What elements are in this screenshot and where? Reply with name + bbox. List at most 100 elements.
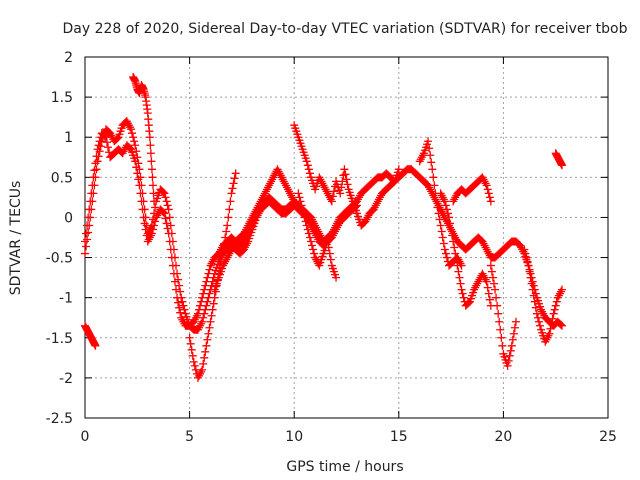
data-point [473, 279, 482, 288]
series-arc-g [290, 121, 403, 230]
data-point [478, 269, 487, 278]
data-point [557, 161, 566, 170]
data-point [168, 237, 177, 246]
data-point [449, 237, 458, 246]
data-point [253, 203, 262, 212]
data-point [267, 177, 276, 186]
data-point [252, 205, 261, 214]
data-point [534, 317, 543, 326]
data-point [294, 189, 303, 198]
x-tick-label: 15 [390, 429, 408, 445]
data-point [496, 325, 505, 334]
data-point [342, 175, 351, 184]
data-point [470, 285, 479, 294]
data-point [287, 191, 296, 200]
data-point [160, 209, 169, 218]
data-point [185, 333, 194, 342]
data-point [193, 373, 202, 382]
data-point [439, 239, 448, 248]
data-point [242, 241, 251, 250]
data-point [373, 197, 382, 206]
data-point [524, 261, 533, 270]
data-point [426, 151, 435, 160]
data-point [557, 321, 566, 330]
data-point [147, 165, 156, 174]
data-point [172, 261, 181, 270]
x-tick-label: 20 [494, 429, 512, 445]
data-point [231, 169, 240, 178]
data-point [430, 181, 439, 190]
data-point [251, 207, 260, 216]
data-point [315, 173, 324, 182]
data-point [113, 134, 122, 143]
data-point [427, 158, 436, 167]
data-point [424, 137, 433, 146]
data-point [415, 157, 424, 166]
data-point [341, 170, 350, 179]
data-point [541, 337, 550, 346]
data-point [440, 197, 449, 206]
data-point [161, 214, 170, 223]
data-point [84, 228, 93, 237]
data-point [146, 149, 155, 158]
series-arc-d [81, 321, 100, 350]
data-point [150, 209, 159, 218]
data-point [245, 219, 254, 228]
data-point [312, 231, 321, 240]
data-point [332, 225, 341, 234]
data-point [543, 333, 552, 342]
series-arc-m [520, 245, 566, 346]
data-point [198, 365, 207, 374]
data-point [445, 221, 454, 230]
data-point [511, 317, 520, 326]
x-tick-label: 5 [185, 429, 194, 445]
data-point [552, 297, 561, 306]
data-point [148, 215, 157, 224]
data-point [122, 117, 131, 126]
data-point [450, 195, 459, 204]
data-point [162, 219, 171, 228]
series-arc-f [210, 165, 299, 294]
data-point [88, 197, 97, 206]
data-point [532, 309, 541, 318]
data-point [428, 165, 437, 174]
data-point [369, 205, 378, 214]
data-point [254, 201, 263, 210]
data-point [441, 201, 450, 210]
data-point [175, 303, 184, 312]
data-point [456, 279, 465, 288]
data-point [90, 166, 99, 175]
data-point [222, 255, 231, 264]
data-point [174, 275, 183, 284]
series-arc-b [81, 117, 361, 334]
data-point [438, 193, 447, 202]
data-point [450, 243, 459, 252]
data-point [204, 329, 213, 338]
data-point [160, 189, 169, 198]
y-tick-label: 1 [64, 130, 73, 146]
data-point [557, 285, 566, 294]
data-point [427, 187, 436, 196]
data-point [328, 231, 337, 240]
data-point [443, 209, 452, 218]
data-point [130, 137, 139, 146]
data-point [483, 247, 492, 256]
data-point [189, 357, 198, 366]
data-point [124, 121, 133, 130]
data-point [343, 180, 352, 189]
data-point [551, 301, 560, 310]
data-point [199, 313, 208, 322]
data-point [125, 144, 134, 153]
data-point [137, 181, 146, 190]
data-point [176, 287, 185, 296]
data-point [425, 144, 434, 153]
data-point [241, 243, 250, 252]
data-point [321, 185, 330, 194]
data-point [256, 197, 265, 206]
y-axis-ticks: -2.5 -2 -1.5 -1 -0.5 0 0.5 1 1.5 2 [46, 50, 608, 427]
data-point [266, 179, 275, 188]
data-point [206, 261, 215, 270]
data-point [332, 273, 341, 282]
data-point [537, 305, 546, 314]
data-point [448, 231, 457, 240]
